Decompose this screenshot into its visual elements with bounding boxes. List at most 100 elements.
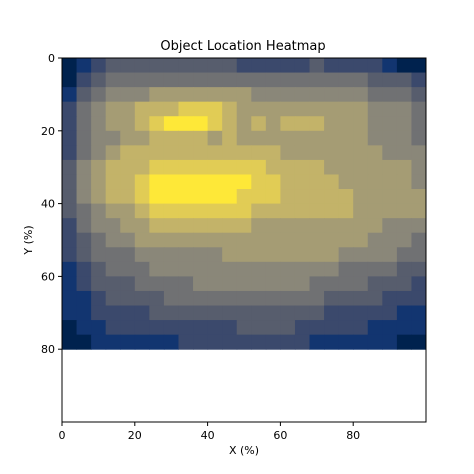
heatmap-cell [149,72,165,88]
heatmap-cell [222,130,238,146]
heatmap-cell [163,189,179,205]
heatmap-cell [236,174,252,190]
heatmap-cell [149,320,165,336]
x-tick-label: 20 [128,429,142,442]
heatmap-cell [294,58,311,74]
heatmap-cell [178,218,194,234]
heatmap-cell [105,261,121,277]
heatmap-cell [91,87,107,103]
heatmap-cell [120,130,136,146]
heatmap-cell [207,305,223,321]
heatmap-cell [324,290,340,307]
heatmap-cell [353,58,369,74]
heatmap-cell [178,276,194,292]
heatmap-cell [367,87,383,103]
heatmap-cell [76,305,92,321]
heatmap-cell [149,87,165,103]
heatmap-cell [382,189,398,205]
heatmap-cell [149,305,165,321]
heatmap-cell [149,174,165,190]
heatmap-cell [251,276,267,292]
heatmap-cell [411,232,427,248]
heatmap-cell [134,232,150,248]
heatmap-cell [309,247,325,263]
heatmap-cell [324,145,340,161]
heatmap-cell [178,145,194,161]
heatmap-cell [178,320,194,336]
heatmap-cell [309,334,325,350]
heatmap-cell [236,247,252,263]
heatmap-cell [207,72,223,88]
heatmap-cell [280,320,296,336]
heatmap-cell [120,101,136,117]
heatmap-cell [411,320,427,336]
heatmap-cell [382,159,398,175]
heatmap-cell [411,290,427,307]
heatmap-cell [91,58,107,74]
heatmap-cell [76,218,92,234]
heatmap-cell [120,58,136,74]
heatmap-cell [338,247,354,263]
heatmap-cell [105,320,121,336]
heatmap-cell [338,174,354,190]
heatmap-cell [382,232,398,248]
heatmap-cell [309,58,325,74]
heatmap-cell [207,145,223,161]
heatmap-cell [367,334,383,350]
heatmap-cell [149,189,165,205]
heatmap-cell [382,334,398,350]
heatmap-cell [163,101,179,117]
heatmap-cell [353,72,369,88]
heatmap-cell [309,101,325,117]
heatmap-cell [163,130,179,146]
heatmap-cell [353,276,369,292]
heatmap-cell [62,174,78,190]
heatmap-cell [338,276,354,292]
heatmap-cell [324,276,340,292]
heatmap-cell [411,58,427,74]
heatmap-cell [207,261,223,277]
heatmap-cell [396,116,412,132]
heatmap-cell [62,72,78,88]
heatmap-cell [280,305,296,321]
heatmap-cell [353,290,369,307]
heatmap-cell [91,203,107,219]
y-tick-label: 0 [48,52,55,65]
heatmap-cell [222,232,238,248]
heatmap-cell [309,87,325,103]
heatmap-cell [236,305,252,321]
heatmap-cell [91,72,107,88]
heatmap-cell [353,320,369,336]
heatmap-cell [411,72,427,88]
heatmap-cell [105,174,121,190]
heatmap-cell [338,334,354,350]
heatmap-cell [324,203,340,219]
heatmap-cell [120,203,136,219]
heatmap-cell [265,203,281,219]
heatmap-cell [178,203,194,219]
heatmap-cell [120,276,136,292]
chart-title: Object Location Heatmap [160,39,325,54]
heatmap-cell [236,145,252,161]
heatmap-cell [382,290,398,307]
heatmap-cell [280,159,296,175]
heatmap-cell [338,87,354,103]
heatmap-cell [178,130,194,146]
heatmap-cell [163,305,179,321]
heatmap-cell [338,290,354,307]
heatmap-cell [367,145,383,161]
heatmap-cell [62,261,78,277]
heatmap-cell [338,305,354,321]
heatmap-cell [134,87,150,103]
y-axis: 0 20 40 60 80 [41,52,62,356]
heatmap-cell [367,72,383,88]
heatmap-cell [91,159,107,175]
heatmap-cell [382,72,398,88]
heatmap-cell [236,232,252,248]
heatmap-cell [367,174,383,190]
heatmap-cell [367,116,383,132]
heatmap-cell [222,276,238,292]
heatmap-cell [411,145,427,161]
heatmap-cell [134,218,150,234]
heatmap-cell [353,145,369,161]
